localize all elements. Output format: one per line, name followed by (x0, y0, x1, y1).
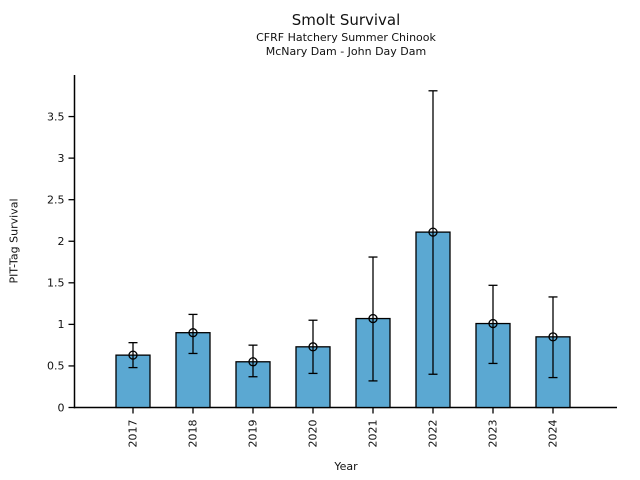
x-tick-label-2020: 2020 (307, 420, 320, 448)
point-marker-2024 (548, 332, 558, 342)
point-marker-2022 (428, 227, 438, 237)
x-tick-label-2021: 2021 (367, 420, 380, 448)
point-marker-2020 (308, 342, 318, 352)
x-tick-label-2019: 2019 (247, 420, 260, 448)
point-marker-2019 (248, 357, 258, 367)
chart-subtitle-line2: McNary Dam - John Day Dam (265, 45, 427, 58)
point-marker-2023 (488, 318, 498, 329)
y-tick-label: 2.5 (47, 193, 65, 206)
chart-subtitle-line1: CFRF Hatchery Summer Chinook (256, 31, 436, 44)
y-tick-label: 3 (58, 152, 65, 165)
x-tick-label-2018: 2018 (187, 420, 200, 448)
point-marker-2018 (188, 328, 198, 338)
x-tick-label-2024: 2024 (547, 420, 560, 448)
x-tick-label-2023: 2023 (487, 420, 500, 448)
y-tick-label: 0 (58, 401, 65, 414)
point-marker-2021 (368, 313, 378, 324)
y-tick-label: 0.5 (47, 360, 65, 373)
x-tick-label-2017: 2017 (127, 420, 140, 448)
y-tick-label: 2 (58, 235, 65, 248)
y-tick-label: 1 (58, 318, 65, 331)
y-tick-label: 1.5 (47, 277, 65, 290)
chart-title: Smolt Survival (291, 11, 401, 29)
point-marker-2017 (128, 350, 138, 360)
x-tick-label-2022: 2022 (427, 420, 440, 448)
y-tick-label: 3.5 (47, 110, 65, 123)
x-axis-label: Year (334, 460, 358, 473)
